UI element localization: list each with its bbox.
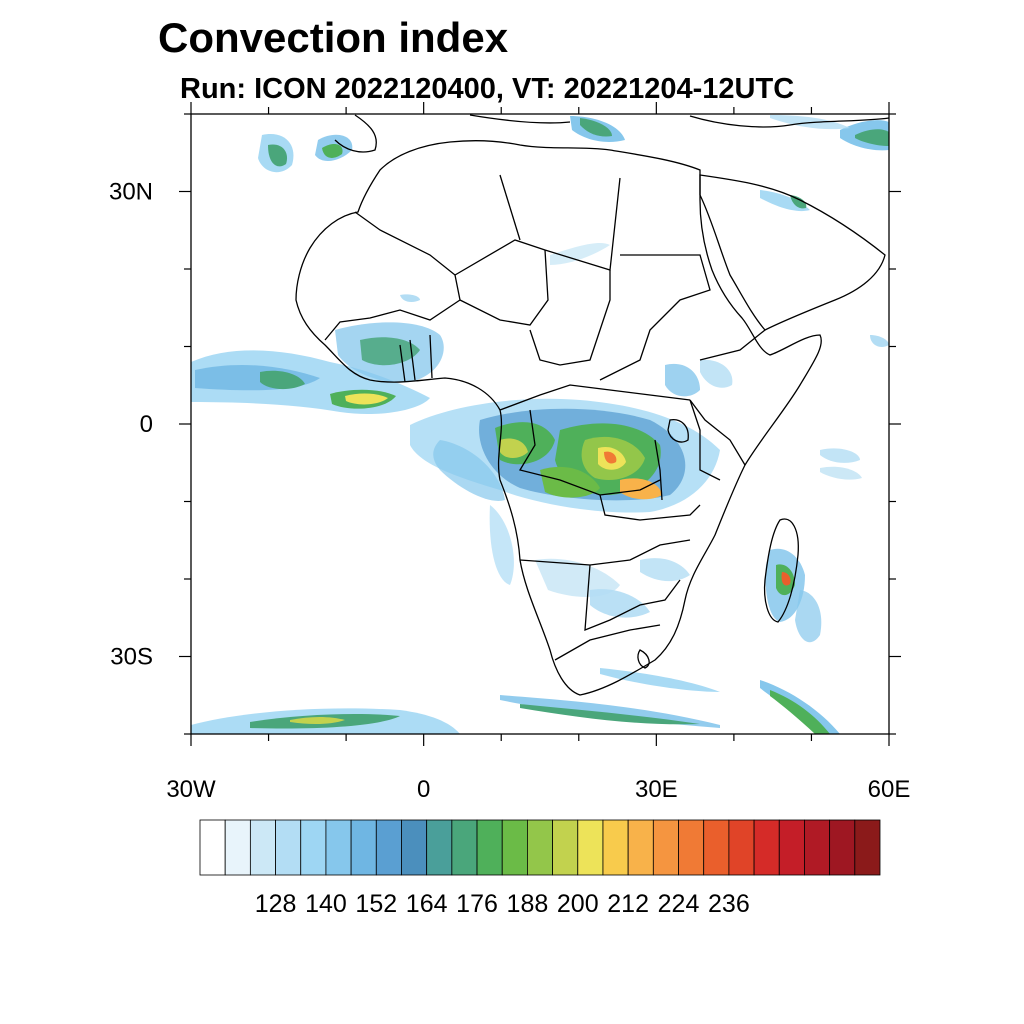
colorbar-label: 188: [507, 890, 549, 918]
y-tick-label: 30N: [109, 179, 153, 206]
colorbar-label: 212: [607, 890, 649, 918]
colorbar-swatch: [249, 819, 276, 876]
axis-tick-labels: 30W 0 30E 60E 30N 0 30S: [109, 179, 910, 804]
colorbar-label: 128: [255, 890, 297, 918]
colorbar-swatch: [577, 819, 604, 876]
colorbar-label: 236: [708, 890, 750, 918]
colorbar-label: 200: [557, 890, 599, 918]
colorbar-swatch: [678, 819, 705, 876]
colorbar-swatch: [476, 819, 503, 876]
plot-subtitle: Run: ICON 2022120400, VT: 20221204-12UTC: [180, 73, 795, 105]
x-tick-label: 0: [417, 776, 430, 803]
colorbar-label: 176: [456, 890, 498, 918]
colorbar-label: 224: [658, 890, 700, 918]
colorbar-swatch: [703, 819, 730, 876]
colorbar-label: 152: [355, 890, 397, 918]
colorbar-swatch: [199, 819, 226, 876]
africa-map: [295, 114, 889, 696]
colorbar-swatch: [627, 819, 654, 876]
colorbar-label: 164: [406, 890, 448, 918]
colorbar-swatch: [728, 819, 755, 876]
colorbar-label: 140: [305, 890, 347, 918]
colorbar-swatch: [426, 819, 453, 876]
colorbar: [199, 819, 881, 876]
x-tick-label: 60E: [868, 776, 911, 803]
axis-ticks: [179, 102, 901, 746]
colorbar-swatch: [325, 819, 352, 876]
colorbar-swatch: [829, 819, 856, 876]
colorbar-swatch: [804, 819, 831, 876]
colorbar-swatch: [275, 819, 302, 876]
colorbar-swatch: [350, 819, 377, 876]
convection-field: [191, 115, 889, 734]
colorbar-swatch: [652, 819, 679, 876]
plot-title: Convection index: [158, 14, 509, 61]
colorbar-swatch: [501, 819, 528, 876]
colorbar-swatch: [778, 819, 805, 876]
colorbar-labels: 128 140 152 164 176 188 200 212 224 236: [255, 890, 750, 918]
x-tick-label: 30W: [166, 776, 216, 803]
colorbar-swatch: [401, 819, 428, 876]
y-tick-label: 0: [140, 411, 153, 438]
y-tick-label: 30S: [110, 644, 153, 671]
colorbar-swatch: [451, 819, 478, 876]
colorbar-swatch: [602, 819, 629, 876]
x-tick-label: 30E: [635, 776, 678, 803]
colorbar-swatch: [854, 819, 881, 876]
colorbar-swatch: [753, 819, 780, 876]
colorbar-swatch: [375, 819, 402, 876]
colorbar-swatch: [224, 819, 251, 876]
colorbar-swatch: [552, 819, 579, 876]
colorbar-swatch: [527, 819, 553, 876]
colorbar-swatch: [300, 819, 327, 876]
